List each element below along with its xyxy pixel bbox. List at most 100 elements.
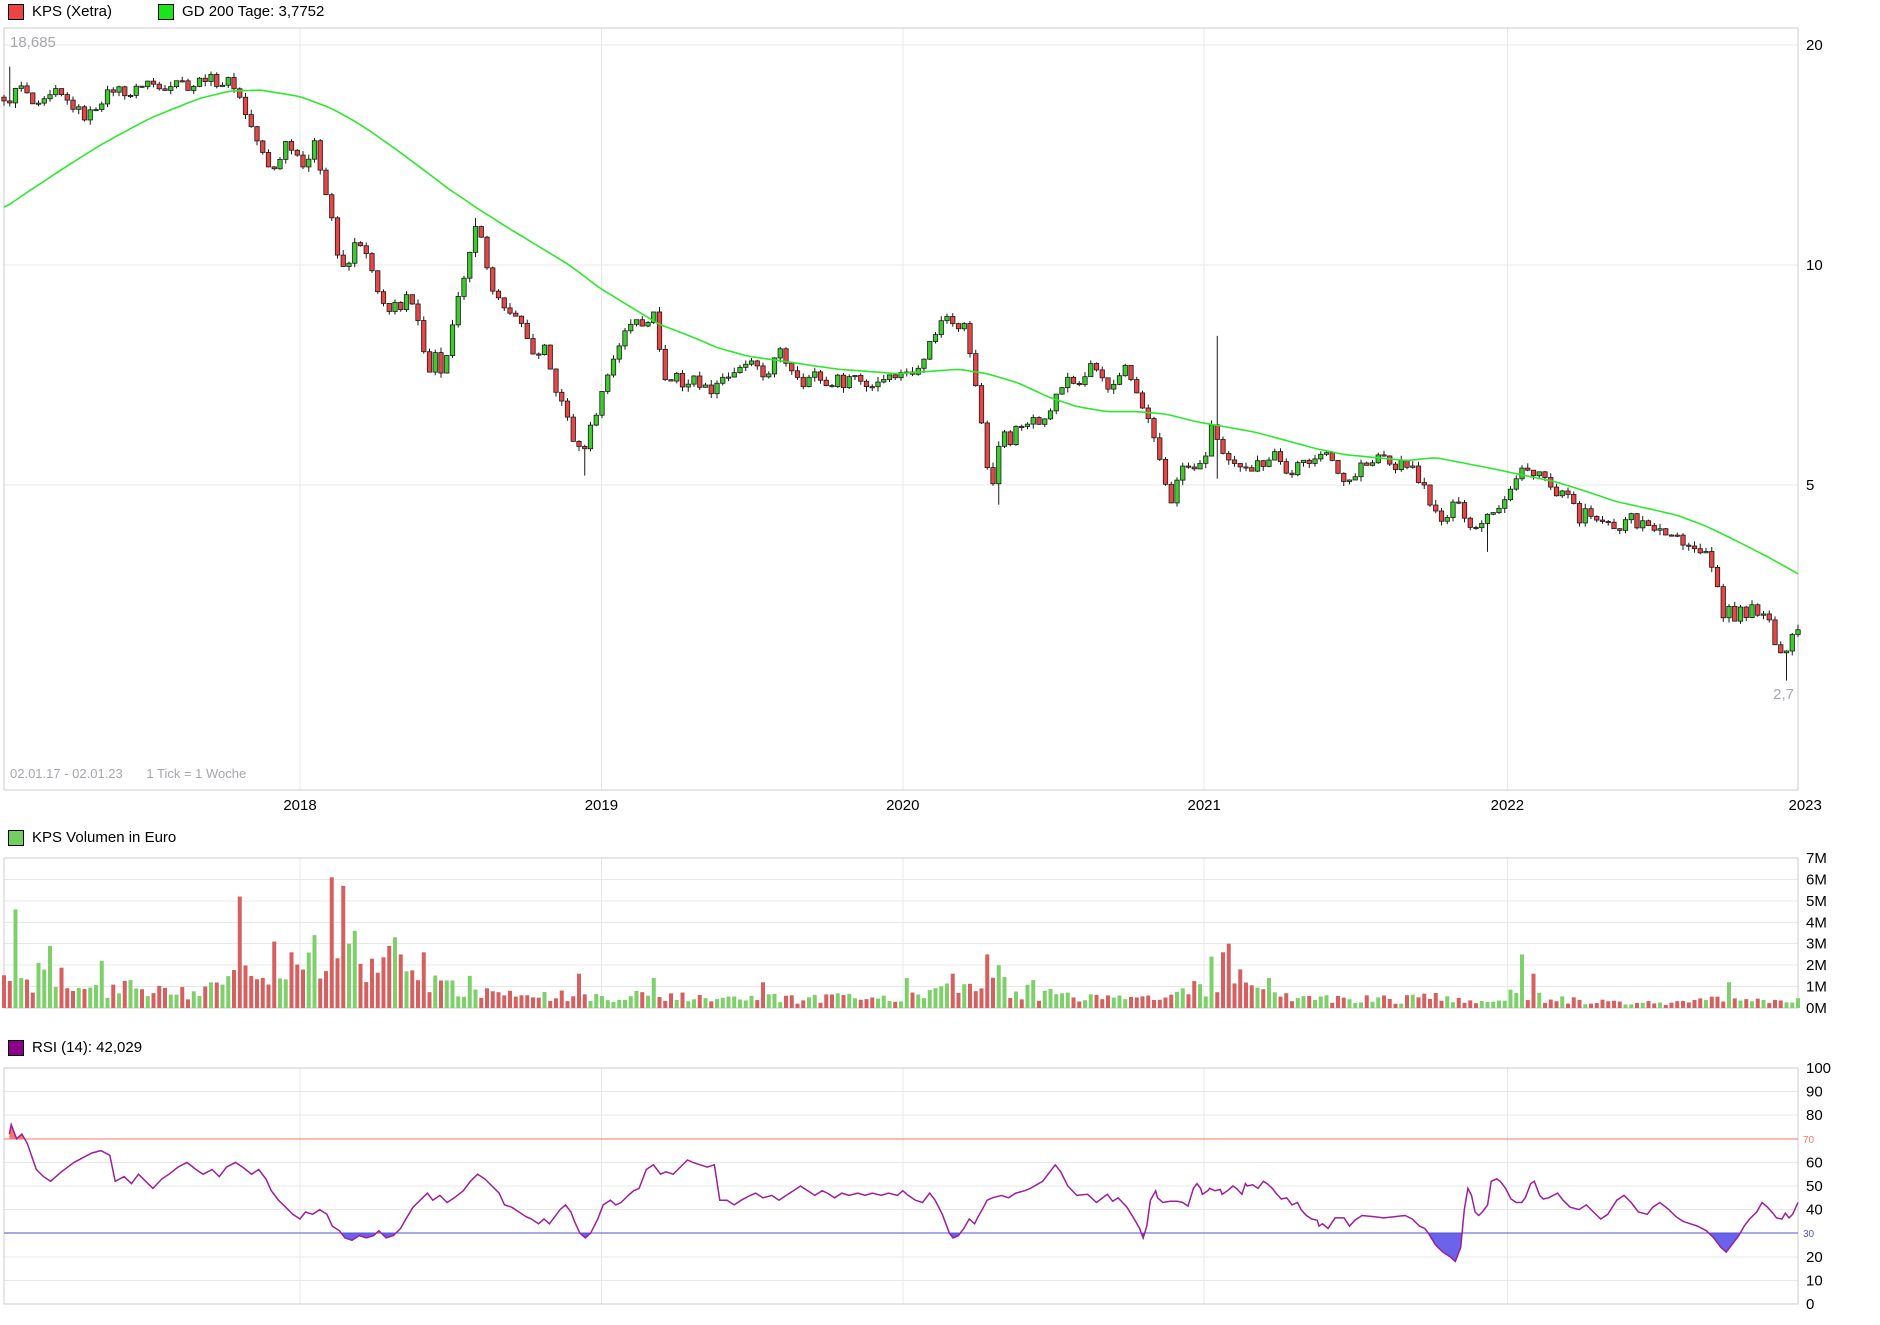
volume-bar (13, 909, 18, 1008)
svg-text:0M: 0M (1806, 1000, 1827, 1017)
svg-text:10: 10 (1806, 257, 1823, 274)
volume-bar (1134, 997, 1139, 1008)
candle (127, 95, 134, 98)
volume-bar (1658, 1002, 1662, 1008)
candle (461, 277, 467, 297)
volume-bar (1594, 1003, 1599, 1008)
candle (610, 358, 617, 376)
volume-bar (197, 995, 202, 1008)
volume-bar (1106, 995, 1110, 1008)
candlestick-series (1, 66, 1801, 681)
candle (225, 77, 231, 86)
volume-bar (502, 995, 507, 1008)
candle (191, 86, 197, 91)
candle (1582, 508, 1588, 524)
kps-series-swatch (8, 3, 24, 20)
candle (513, 312, 519, 317)
volume-bar (1037, 1000, 1041, 1008)
candle (1484, 513, 1491, 524)
volume-bar (1267, 978, 1271, 1008)
candle (1203, 455, 1209, 464)
volume-bar (151, 993, 156, 1008)
candle (938, 320, 944, 336)
candle (35, 102, 42, 105)
candle (743, 363, 749, 368)
candle (921, 358, 927, 369)
candle (202, 77, 208, 82)
volume-bar (1543, 1002, 1547, 1008)
rsi-title: RSI (14): 42,029 (32, 1039, 143, 1056)
volume-bar (1370, 1001, 1375, 1008)
candle (1461, 502, 1468, 519)
candle (984, 422, 990, 468)
candle (208, 74, 214, 82)
candle (1663, 528, 1669, 536)
volume-bar (738, 999, 742, 1008)
svg-text:2018: 2018 (283, 797, 316, 814)
candle (357, 242, 364, 247)
volume-bar (1364, 995, 1369, 1008)
candle (800, 376, 806, 388)
volume-bar (111, 984, 116, 1008)
candle (122, 86, 128, 97)
volume-bar (709, 1001, 714, 1008)
volume-bar (203, 986, 208, 1008)
candle (1427, 484, 1433, 506)
volume-bar (991, 977, 995, 1008)
volume-bar (1698, 998, 1703, 1008)
candle (1519, 467, 1525, 480)
candle (1162, 458, 1169, 485)
candle (1548, 477, 1554, 488)
volume-bar (1589, 1003, 1593, 1008)
volume-bar (559, 990, 564, 1008)
volume-bar (1778, 1000, 1783, 1008)
candle (386, 303, 392, 312)
volume-bars (2, 877, 1800, 1008)
volume-bar (1635, 1002, 1639, 1008)
candle (277, 158, 283, 170)
volume-bar (1152, 999, 1156, 1008)
volume-bar (427, 992, 432, 1008)
volume-bar (117, 993, 121, 1008)
volume-bar (266, 984, 271, 1008)
volume-bar (329, 877, 334, 1008)
candle (1720, 586, 1726, 619)
volume-bar (467, 975, 472, 1008)
volume-bar (1606, 1001, 1611, 1008)
volume-bar (1502, 1000, 1507, 1008)
volume-bar (577, 973, 581, 1008)
volume-bar (324, 971, 328, 1008)
candle (323, 169, 329, 196)
candle (990, 467, 996, 485)
volume-bar (1721, 1001, 1726, 1008)
volume-bar (1060, 993, 1064, 1008)
candle (1007, 431, 1013, 446)
candle (1226, 452, 1232, 461)
candle (1766, 613, 1772, 621)
candle (1289, 472, 1295, 476)
volume-bar (1123, 999, 1128, 1008)
svg-text:80: 80 (1806, 1107, 1823, 1124)
svg-text:10: 10 (1806, 1272, 1823, 1289)
svg-text:6M: 6M (1806, 871, 1827, 888)
candle (1053, 393, 1059, 412)
candle (633, 319, 640, 325)
volume-bar (25, 979, 29, 1008)
axis-labels: 2018 2019 2020 2021 2022 2023 20 10 5 0M 1M 2M 3M 4M 5… (283, 37, 1831, 1313)
ma200-line (3, 89, 1799, 575)
candle (1266, 459, 1272, 467)
svg-text:30: 30 (1803, 1229, 1815, 1240)
volume-bar (410, 970, 415, 1008)
date-range-label: 02.01.17 - 02.01.23 (10, 766, 123, 781)
gd200-path (3, 89, 1799, 575)
candle (817, 371, 824, 381)
candle (875, 381, 881, 388)
volume-bar (600, 996, 604, 1008)
volume-bar (1290, 1001, 1294, 1008)
volume-bar (1750, 1001, 1754, 1008)
candle (720, 376, 726, 384)
volume-bar (393, 937, 397, 1008)
volume-bar (1571, 997, 1576, 1008)
volume-bar (1083, 1000, 1087, 1008)
